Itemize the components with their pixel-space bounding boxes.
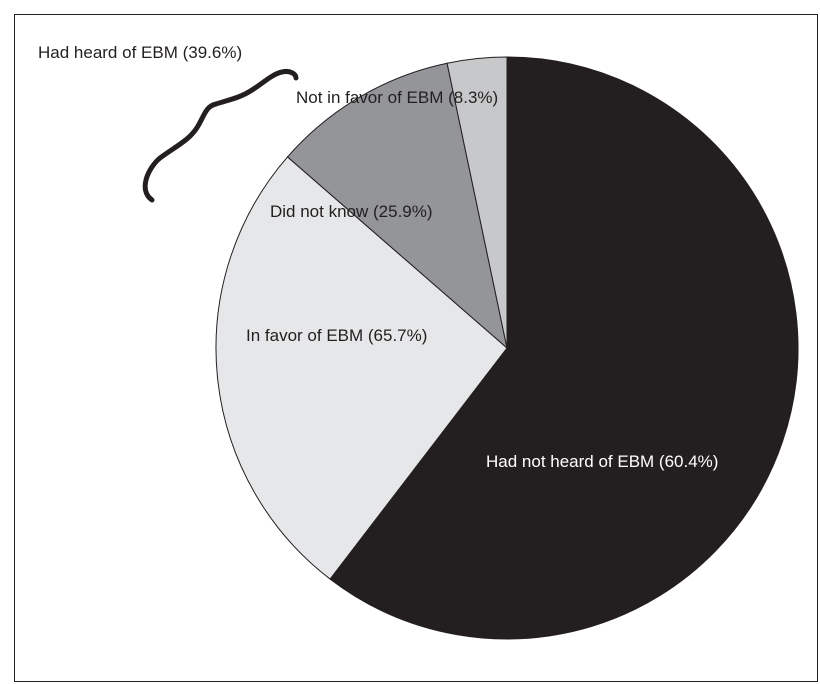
pie-slice-had-not-heard: [329, 56, 799, 640]
pie-slice-not-in-favor: [446, 56, 508, 349]
group-brace: [142, 69, 299, 203]
slice-label-did-not-know: Did not know (25.9%): [270, 202, 433, 221]
pie-slice-did-not-know: [286, 62, 508, 350]
group-label-had-heard: Had heard of EBM (39.6%): [38, 43, 242, 62]
slice-label-had-not-heard: Had not heard of EBM (60.4%): [486, 452, 718, 471]
pie-slice-in-favor: [215, 156, 508, 580]
slice-label-not-in-favor: Not in favor of EBM (8.3%): [296, 88, 498, 107]
slice-label-in-favor: In favor of EBM (65.7%): [246, 326, 427, 345]
pie-slices: [215, 56, 799, 640]
